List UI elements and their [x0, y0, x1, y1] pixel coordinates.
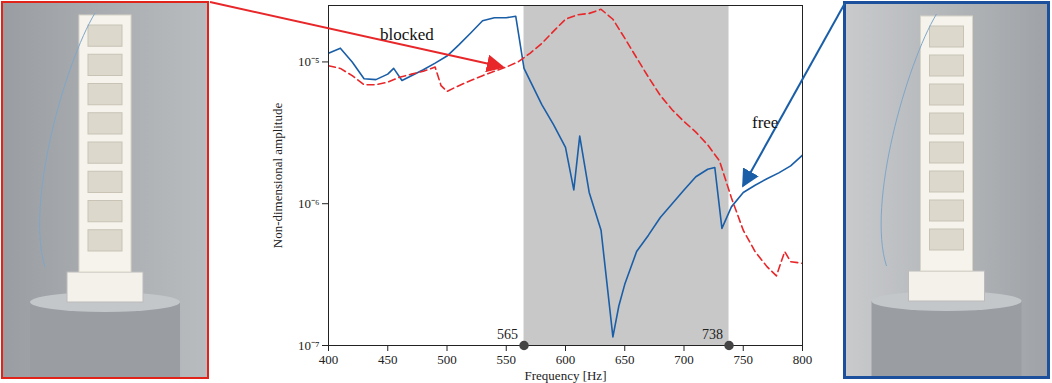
svg-text:500: 500 [437, 352, 457, 367]
svg-text:blocked: blocked [380, 25, 434, 44]
svg-text:650: 650 [615, 352, 635, 367]
svg-text:Non-dimensional amplitude: Non-dimensional amplitude [270, 103, 285, 249]
svg-text:600: 600 [556, 352, 576, 367]
svg-text:free: free [752, 113, 778, 132]
svg-text:10⁻⁷: 10⁻⁷ [298, 338, 320, 353]
svg-text:400: 400 [319, 352, 339, 367]
svg-text:550: 550 [497, 352, 517, 367]
svg-text:800: 800 [793, 352, 813, 367]
svg-text:750: 750 [734, 352, 754, 367]
svg-text:565: 565 [497, 327, 518, 342]
svg-text:700: 700 [674, 352, 694, 367]
svg-text:450: 450 [378, 352, 398, 367]
svg-text:Frequency [Hz]: Frequency [Hz] [525, 368, 607, 383]
svg-text:738: 738 [702, 327, 723, 342]
svg-text:10⁻⁶: 10⁻⁶ [298, 196, 320, 211]
svg-text:10⁻⁵: 10⁻⁵ [298, 54, 320, 69]
